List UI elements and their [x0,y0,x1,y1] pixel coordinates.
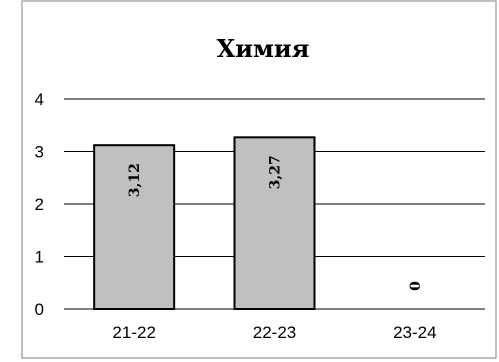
x-tick-label: 22-23 [253,323,296,342]
y-tick-label: 0 [35,300,44,319]
chart-title: Химия [217,34,310,63]
data-label: 0 [408,281,424,291]
data-label: 3,12 [127,163,143,197]
bar-series [93,136,316,310]
x-axis: 21-22 22-23 23-24 [112,323,436,342]
y-tick-label: 1 [35,248,44,267]
bar [93,144,176,310]
bar [233,136,316,310]
x-tick-label: 23-24 [393,323,436,342]
data-labels: 3,12 3,27 0 [127,155,424,291]
y-tick-label: 2 [35,195,44,214]
y-axis: 0 1 2 3 4 [35,90,44,319]
data-label: 3,27 [268,155,284,189]
y-tick-label: 3 [35,143,44,162]
y-tick-label: 4 [35,90,44,109]
x-tick-label: 21-22 [112,323,155,342]
